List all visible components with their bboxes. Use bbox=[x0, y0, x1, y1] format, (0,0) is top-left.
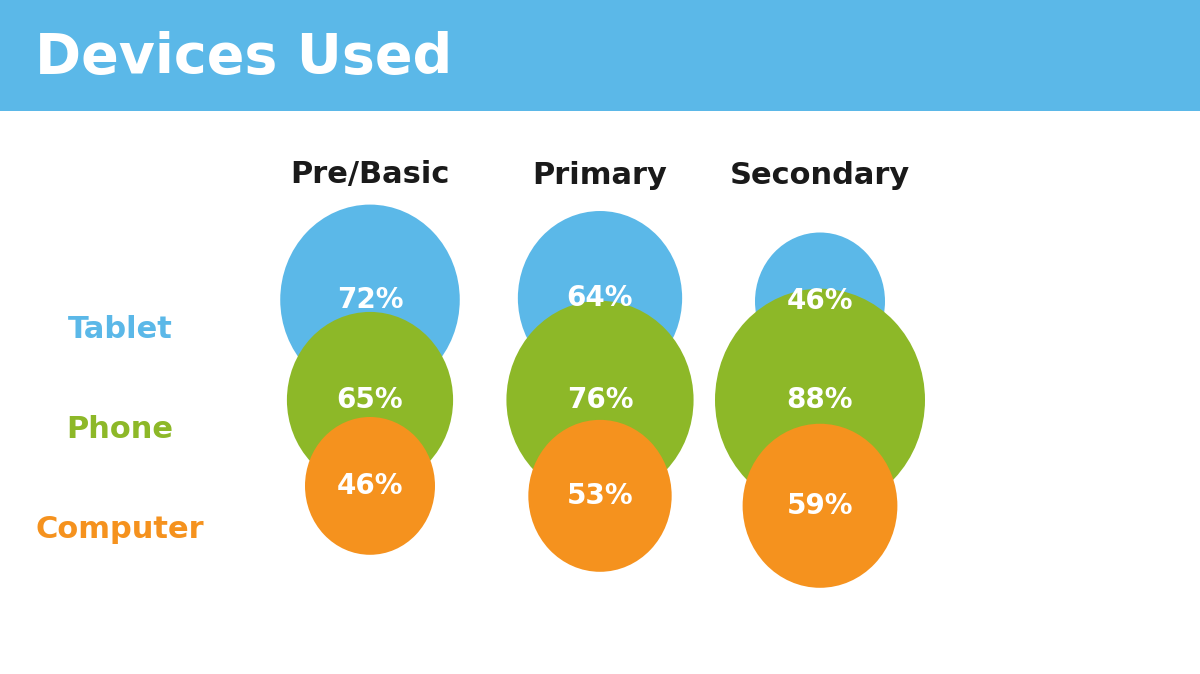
Ellipse shape bbox=[743, 424, 898, 588]
Ellipse shape bbox=[715, 288, 925, 512]
Text: 46%: 46% bbox=[787, 287, 853, 315]
Text: Pre/Basic: Pre/Basic bbox=[290, 160, 450, 189]
Ellipse shape bbox=[287, 312, 454, 488]
Text: 76%: 76% bbox=[566, 386, 634, 414]
Ellipse shape bbox=[281, 205, 460, 395]
Ellipse shape bbox=[305, 417, 436, 555]
Text: Tablet: Tablet bbox=[67, 315, 173, 344]
Text: 53%: 53% bbox=[566, 482, 634, 510]
Text: 59%: 59% bbox=[787, 492, 853, 520]
Text: Devices Used: Devices Used bbox=[35, 31, 452, 85]
Text: 64%: 64% bbox=[566, 284, 634, 312]
Text: 46%: 46% bbox=[337, 472, 403, 500]
Ellipse shape bbox=[518, 211, 682, 385]
Text: 65%: 65% bbox=[337, 386, 403, 414]
Ellipse shape bbox=[528, 420, 672, 572]
Text: Phone: Phone bbox=[66, 415, 174, 444]
FancyBboxPatch shape bbox=[0, 0, 1200, 111]
Text: Primary: Primary bbox=[533, 160, 667, 189]
Text: 88%: 88% bbox=[787, 386, 853, 414]
Ellipse shape bbox=[506, 301, 694, 499]
Ellipse shape bbox=[755, 233, 886, 370]
Text: Computer: Computer bbox=[36, 516, 204, 545]
Text: Secondary: Secondary bbox=[730, 160, 910, 189]
Text: 72%: 72% bbox=[337, 286, 403, 313]
